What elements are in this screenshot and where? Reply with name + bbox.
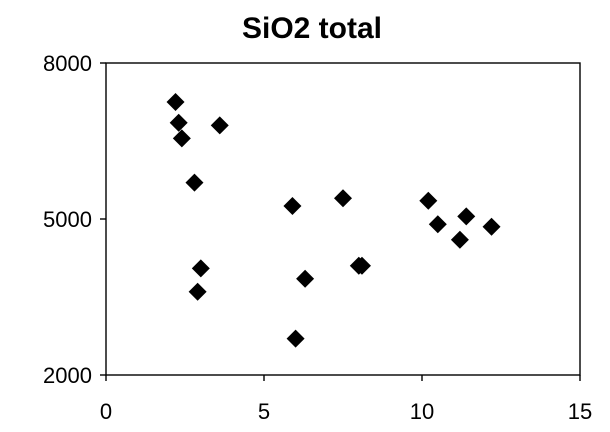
plot-frame [105, 62, 581, 376]
diamond-point-5 [185, 173, 204, 192]
x-axis-labels: 0 5 10 15 [100, 399, 592, 424]
diamond-point-9 [334, 189, 352, 208]
diamond-point-15 [428, 215, 447, 234]
y-tick-label: 5000 [43, 207, 92, 232]
x-tick-label: 15 [568, 399, 592, 424]
diamond-point-10 [296, 269, 315, 288]
y-tick-label: 8000 [43, 51, 92, 76]
diamond-point-4 [210, 116, 229, 135]
y-tick-label: 2000 [43, 363, 92, 388]
axis-ticks [100, 62, 581, 381]
diamond-point-7 [188, 282, 207, 301]
diamond-point-18 [482, 217, 501, 236]
diamond-point-2 [169, 113, 188, 132]
diamond-point-17 [450, 230, 469, 249]
diamond-point-6 [191, 259, 210, 278]
diamond-point-3 [172, 129, 191, 148]
diamond-point-1 [166, 93, 185, 111]
x-tick-label: 5 [258, 399, 270, 424]
diamond-point-12 [352, 256, 371, 275]
x-tick-label: 10 [410, 399, 434, 424]
data-points [166, 93, 501, 348]
x-tick-label: 0 [100, 399, 112, 424]
diamond-point-13 [286, 329, 305, 348]
y-axis-labels: 2000 5000 8000 [43, 51, 92, 388]
diamond-point-8 [283, 197, 302, 215]
diamond-point-14 [419, 191, 438, 210]
diamond-point-16 [457, 207, 476, 226]
chart-title: SiO2 total [242, 12, 382, 45]
